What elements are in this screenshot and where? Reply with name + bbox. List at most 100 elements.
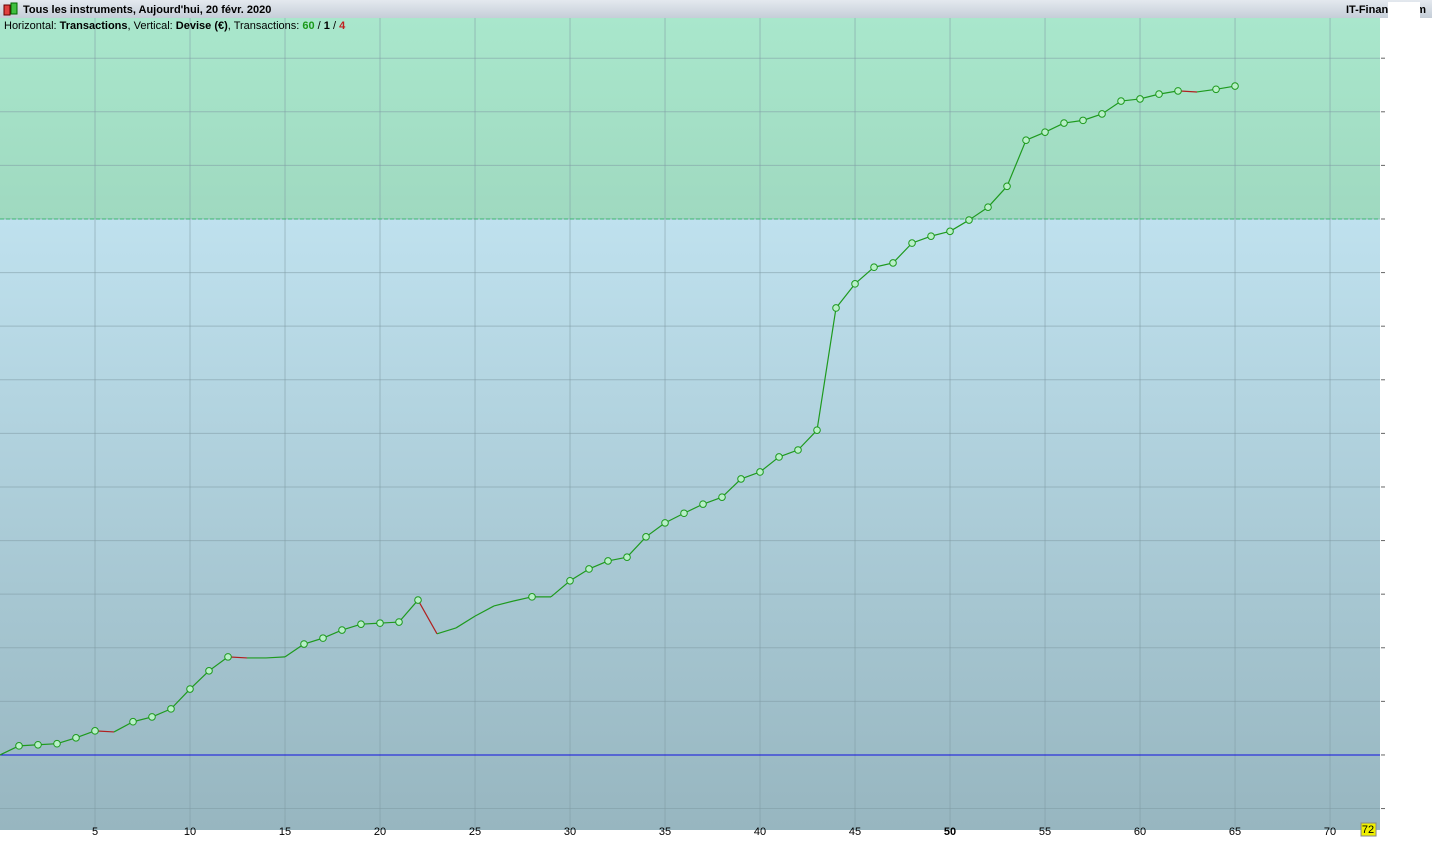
trade-marker xyxy=(224,653,232,661)
trade-marker xyxy=(167,705,175,713)
trade-marker xyxy=(984,203,992,211)
subtitle-part: , Transactions: xyxy=(228,20,303,32)
trade-marker xyxy=(1117,97,1125,105)
trade-marker xyxy=(851,280,859,288)
plot-zone xyxy=(0,218,1380,830)
equity-segment xyxy=(645,522,666,538)
trade-marker xyxy=(1098,110,1106,118)
trade-marker xyxy=(15,742,23,750)
x-tick-label: 25 xyxy=(469,826,481,838)
equity-segment xyxy=(550,580,571,598)
trade-marker xyxy=(72,734,80,742)
x-tick-label: 40 xyxy=(754,826,766,838)
trade-marker xyxy=(661,519,669,527)
trade-marker xyxy=(205,667,213,675)
subtitle-part: Devise (€) xyxy=(176,20,228,32)
trade-marker xyxy=(186,685,194,693)
trade-marker xyxy=(528,593,536,601)
equity-segment xyxy=(854,266,875,285)
trade-marker xyxy=(338,626,346,634)
trade-marker xyxy=(680,509,688,518)
trade-marker xyxy=(775,453,783,461)
trade-marker xyxy=(1155,90,1163,98)
x-tick-label: 35 xyxy=(659,826,671,838)
trade-marker xyxy=(623,553,631,561)
title-bar xyxy=(0,0,1432,18)
trade-marker xyxy=(737,475,745,483)
equity-segment xyxy=(284,643,305,658)
x-tick-label: 50 xyxy=(944,826,956,838)
trade-marker xyxy=(1136,95,1144,103)
trade-marker xyxy=(1079,116,1087,125)
subtitle-part: 1 xyxy=(324,20,330,32)
trade-marker xyxy=(376,619,384,627)
equity-segment xyxy=(265,656,286,659)
trade-marker xyxy=(129,717,137,726)
equity-segment xyxy=(208,656,229,672)
trade-marker xyxy=(642,533,650,541)
trade-marker xyxy=(756,468,764,476)
x-tick-label: 55 xyxy=(1039,826,1051,838)
equity-segment xyxy=(189,670,210,690)
equity-segment xyxy=(816,307,837,431)
trade-marker xyxy=(927,232,935,240)
trade-marker xyxy=(148,713,156,721)
trade-marker xyxy=(357,620,365,628)
trade-marker xyxy=(53,739,61,748)
subtitle: Horizontal: Transactions, Vertical: Devi… xyxy=(4,20,346,32)
equity-segment xyxy=(493,600,514,607)
equity-segment xyxy=(436,627,457,635)
trade-marker xyxy=(1174,87,1182,95)
equity-segment xyxy=(987,185,1008,208)
trade-marker xyxy=(813,426,821,434)
equity-segment xyxy=(474,605,495,617)
trade-marker xyxy=(1212,85,1220,94)
x-tick-label: 60 xyxy=(1134,826,1146,838)
equity-segment xyxy=(892,242,913,264)
axis-strip xyxy=(0,830,1380,840)
title: Tous les instruments, Aujourd'hui, 20 fé… xyxy=(23,4,271,16)
x-tick-label: 30 xyxy=(564,826,576,838)
trade-marker xyxy=(300,640,308,648)
equity-segment xyxy=(398,599,419,623)
trade-marker xyxy=(889,259,897,267)
x-tick-label: 5 xyxy=(92,826,98,838)
trade-marker xyxy=(566,576,574,585)
x-tick-label: 20 xyxy=(374,826,386,838)
subtitle-part: 60 xyxy=(302,20,314,32)
trade-marker xyxy=(965,216,973,224)
overlay-panel xyxy=(1388,2,1420,840)
trade-marker xyxy=(1022,136,1030,145)
current-marker xyxy=(1360,822,1377,837)
equity-segment xyxy=(721,478,742,498)
x-tick-label: 10 xyxy=(184,826,196,838)
trade-marker xyxy=(1060,119,1068,127)
trade-marker xyxy=(718,493,726,501)
trade-marker xyxy=(319,634,327,642)
trade-marker xyxy=(91,727,99,735)
profit-zone xyxy=(0,18,1380,219)
trade-marker xyxy=(1231,82,1239,90)
trade-marker xyxy=(604,557,612,565)
trade-marker xyxy=(1003,182,1011,191)
trade-marker xyxy=(395,618,403,626)
subtitle-part: , Vertical: xyxy=(128,20,176,32)
subtitle-part: Transactions xyxy=(60,20,128,32)
trade-marker xyxy=(946,227,954,236)
trade-marker xyxy=(870,263,878,272)
equity-segment xyxy=(1101,100,1122,115)
equity-segment xyxy=(968,206,989,221)
equity-segment xyxy=(170,688,191,710)
subtitle-part: Horizontal: xyxy=(4,20,60,32)
subtitle-part: / xyxy=(315,20,324,32)
x-tick-label: 70 xyxy=(1324,826,1336,838)
x-tick-label: 15 xyxy=(279,826,291,838)
subtitle-part: / xyxy=(330,20,339,32)
trade-marker xyxy=(1041,128,1049,136)
trade-marker xyxy=(699,500,707,508)
equity-segment xyxy=(797,429,818,451)
equity-segment xyxy=(759,456,780,473)
icon xyxy=(3,4,11,16)
